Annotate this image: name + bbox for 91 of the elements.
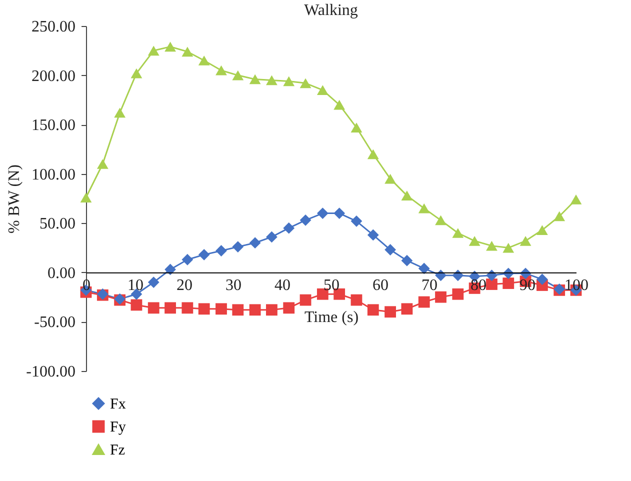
point — [266, 75, 278, 86]
point — [350, 215, 362, 227]
y-tick-label: 250.00 — [32, 18, 76, 36]
point — [164, 264, 176, 276]
point — [384, 244, 396, 256]
legend-label: Fx — [110, 396, 126, 412]
point — [536, 225, 548, 235]
point — [283, 76, 295, 86]
point — [148, 46, 160, 56]
y-tick-label: -50.00 — [34, 314, 76, 332]
point — [182, 302, 194, 314]
legend-label: Fy — [110, 420, 126, 436]
point — [148, 302, 160, 314]
point — [216, 245, 227, 256]
point — [367, 304, 379, 316]
point — [486, 240, 498, 251]
x-tick-label: 10 — [128, 276, 144, 294]
point — [198, 303, 210, 315]
point — [164, 302, 176, 314]
point — [418, 296, 430, 308]
point — [316, 85, 328, 96]
point — [486, 270, 498, 282]
point — [384, 174, 396, 184]
point — [418, 203, 430, 214]
x-tick-label: 70 — [422, 276, 438, 294]
chart-title: Walking — [304, 2, 358, 19]
point — [198, 248, 210, 260]
point — [148, 276, 160, 288]
point — [401, 190, 413, 200]
point — [334, 208, 346, 219]
point — [164, 42, 176, 52]
point — [435, 291, 446, 303]
point — [502, 278, 514, 289]
point — [350, 294, 362, 306]
point — [182, 254, 194, 266]
point — [316, 208, 328, 219]
point — [283, 302, 295, 314]
x-tick-label: 40 — [274, 276, 290, 294]
point — [216, 65, 227, 76]
point — [216, 303, 227, 315]
point — [435, 215, 446, 226]
point — [283, 222, 295, 234]
point — [266, 231, 278, 243]
x-tick-label: 30 — [226, 276, 242, 294]
point — [570, 194, 582, 204]
point — [182, 46, 194, 57]
point — [367, 149, 379, 160]
point — [401, 254, 413, 266]
point — [300, 294, 312, 306]
point — [249, 304, 261, 316]
point — [452, 288, 464, 300]
point — [367, 229, 379, 241]
y-tick-label: 0.00 — [48, 264, 76, 282]
x-tick-label: 60 — [372, 276, 388, 294]
point — [452, 228, 464, 238]
y-tick-label: 200.00 — [32, 68, 76, 85]
point — [80, 192, 92, 202]
point — [198, 56, 210, 66]
point — [300, 78, 312, 88]
point — [401, 303, 413, 315]
point — [435, 270, 446, 282]
x-tick-label: 0 — [82, 276, 90, 294]
point — [536, 274, 548, 286]
point — [249, 74, 261, 84]
y-tick-label: -100.00 — [26, 364, 76, 380]
y-tick-label: 150.00 — [32, 117, 76, 134]
point — [486, 278, 498, 290]
y-tick-label: 50.00 — [40, 216, 76, 233]
point — [334, 100, 346, 110]
point — [232, 241, 244, 252]
legend-label: Fz — [110, 442, 126, 458]
point — [300, 214, 312, 226]
y-tick-label: 100.00 — [32, 166, 76, 184]
point — [232, 70, 244, 80]
x-tick-label: 20 — [176, 276, 192, 294]
x-axis-title: Time (s) — [304, 308, 359, 326]
point — [249, 237, 261, 249]
point — [418, 262, 430, 274]
point — [520, 236, 532, 246]
point — [266, 304, 278, 316]
point — [554, 211, 566, 222]
point — [130, 68, 142, 78]
point — [96, 159, 108, 169]
point — [502, 242, 514, 253]
y-axis-title: % BW (N) — [6, 164, 24, 234]
point — [384, 306, 396, 318]
point — [114, 108, 126, 118]
point — [350, 122, 362, 132]
point — [232, 304, 244, 316]
point — [130, 299, 142, 311]
point — [468, 236, 480, 246]
